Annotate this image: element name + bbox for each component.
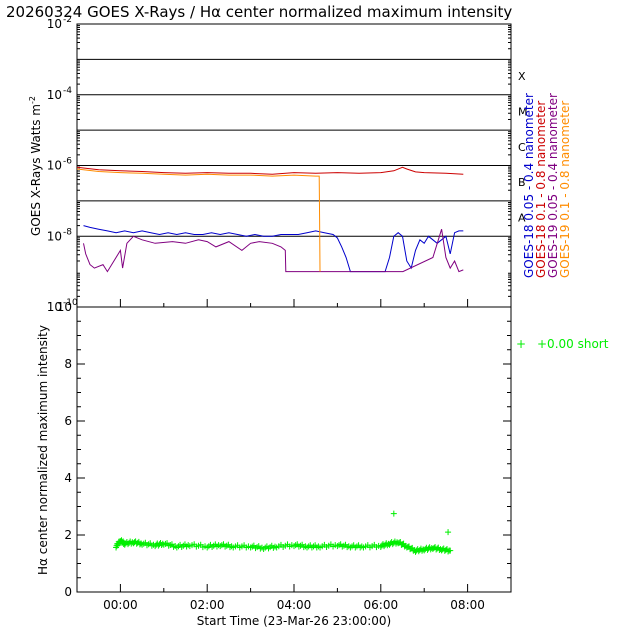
xray-y-tick-label: 10 [47, 300, 62, 314]
xray-y-axis-label: GOES X-Rays Watts m-2 [28, 96, 43, 236]
halpha-point [447, 547, 454, 554]
xray-y-tick-label: 10 [47, 88, 62, 102]
xray-y-tick-label: 10 [47, 159, 62, 173]
halpha-y-tick-label: 8 [64, 357, 72, 371]
x-tick-label: 08:00 [450, 598, 485, 612]
halpha-y-tick-label: 0 [64, 585, 72, 599]
halpha-y-tick-label: 10 [57, 300, 72, 314]
xray-y-ticks: 10-210-410-610-810-10 [47, 15, 511, 314]
halpha-point [390, 510, 397, 517]
xray-series-3 [83, 229, 464, 273]
xray-class-lines [77, 58, 511, 237]
halpha-x-ticks: 00:00 02:00 04:00 06:00 08:00 [76, 584, 512, 612]
halpha-y-axis-label: Hα center normalized maximum intensity [36, 325, 50, 575]
xray-x-tick-marks [76, 299, 512, 307]
xray-y-tick-exp: -6 [63, 157, 72, 167]
x-tick-label: 00:00 [103, 598, 138, 612]
halpha-y-tick-label: 2 [64, 528, 72, 542]
xray-y-axis-label-sup: -2 [28, 96, 37, 104]
xray-y-axis-label-text: GOES X-Rays Watts m [29, 104, 43, 236]
flare-class-label: A [518, 212, 526, 225]
xray-series-1 [83, 225, 464, 273]
halpha-points [113, 510, 454, 555]
xray-y-tick-exp: -4 [63, 86, 72, 96]
xray-y-tick-exp: -8 [63, 227, 72, 237]
xray-legend-entry: GOES-18 0.05 - 0.4 nanometer [522, 93, 536, 278]
xray-y-tick-exp: -10 [63, 298, 78, 308]
xray-legend-entry: GOES-19 0.1 - 0.8 nanometer [558, 101, 572, 278]
halpha-panel: 0 2 4 6 8 10 00:00 02:00 04:00 06:00 08:00 Hα cen… [36, 300, 609, 628]
xray-series-4 [76, 168, 321, 272]
x-tick-label: 02:00 [190, 598, 225, 612]
x-tick-label: 06:00 [364, 598, 399, 612]
halpha-y-ticks: 0 2 4 6 8 10 [57, 300, 511, 599]
xray-y-tick-exp: -2 [63, 15, 72, 25]
halpha-y-tick-label: 4 [64, 471, 72, 485]
halpha-point [445, 529, 452, 536]
flare-class-label: B [518, 176, 526, 189]
halpha-legend-text: +0.00 short [537, 337, 609, 351]
flare-class-label: X [518, 70, 526, 83]
chart-title: 20260324 GOES X-Rays / Hα center normali… [6, 3, 512, 21]
x-axis-label: Start Time (23-Mar-26 23:00:00) [197, 614, 391, 628]
xray-y-tick-label: 10 [47, 17, 62, 31]
x-tick-label: 04:00 [277, 598, 312, 612]
xray-y-tick-label: 10 [47, 229, 62, 243]
xray-legend-entry: GOES-19 0.05 - 0.4 nanometer [546, 93, 560, 278]
halpha-legend: + +0.00 short [516, 337, 609, 351]
flare-class-label: M [518, 105, 528, 118]
flare-class-label: C [518, 141, 526, 154]
xray-legend-entry: GOES-18 0.1 - 0.8 nanometer [534, 101, 548, 278]
flare-class-labels: X M C B A [518, 70, 528, 225]
halpha-y-tick-label: 6 [64, 414, 72, 428]
xray-series-2 [76, 166, 464, 175]
xray-series-lines [76, 166, 464, 273]
halpha-legend-marker: + [516, 337, 526, 351]
